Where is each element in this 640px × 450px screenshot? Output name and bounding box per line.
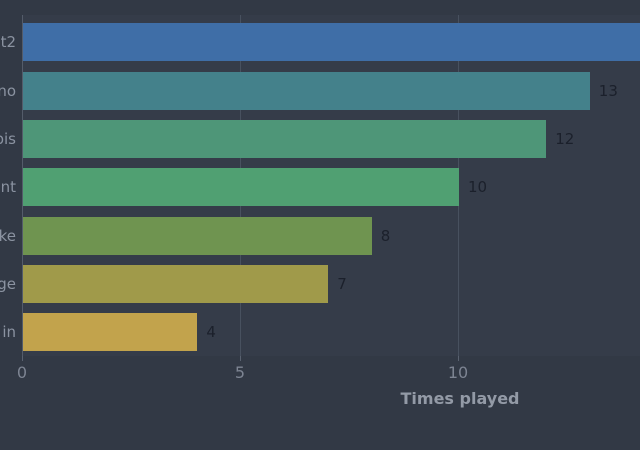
category-label: no bbox=[0, 81, 16, 100]
x-tick-label-5: 5 bbox=[234, 363, 246, 382]
x-tick-label-10: 10 bbox=[447, 363, 469, 382]
bar-row: bis 12 bbox=[0, 120, 640, 159]
bar bbox=[23, 216, 372, 255]
x-tick-mark-10 bbox=[458, 356, 459, 361]
category-label: nt bbox=[0, 178, 16, 197]
value-label: 7 bbox=[337, 275, 347, 294]
value-label: 4 bbox=[206, 323, 216, 342]
category-label: in bbox=[2, 323, 16, 342]
x-axis-title: Times played bbox=[400, 389, 520, 408]
bar-row: ge 7 bbox=[0, 265, 640, 304]
value-label: 12 bbox=[555, 130, 575, 149]
category-label: bis bbox=[0, 130, 16, 149]
x-tick-label-0: 0 bbox=[16, 363, 28, 382]
bar bbox=[23, 120, 547, 159]
value-label: 13 bbox=[598, 81, 618, 100]
category-label: ge bbox=[0, 275, 16, 294]
bar bbox=[23, 313, 198, 352]
value-label: 10 bbox=[468, 178, 488, 197]
bar bbox=[23, 23, 640, 62]
bar-row: t2 bbox=[0, 23, 640, 62]
bar-row: in 4 bbox=[0, 313, 640, 352]
bar bbox=[23, 168, 459, 207]
bar bbox=[23, 71, 590, 110]
category-label: t2 bbox=[0, 33, 16, 52]
x-tick-mark-5 bbox=[240, 356, 241, 361]
x-tick-mark-0 bbox=[22, 356, 23, 361]
y-axis-spine bbox=[22, 15, 23, 356]
value-label: 8 bbox=[380, 226, 391, 245]
bar-row: no 13 bbox=[0, 71, 640, 110]
bar-row: ke 8 bbox=[0, 216, 640, 255]
category-label: ke bbox=[0, 226, 16, 245]
bar-row: nt 10 bbox=[0, 168, 640, 207]
bar bbox=[23, 265, 329, 304]
